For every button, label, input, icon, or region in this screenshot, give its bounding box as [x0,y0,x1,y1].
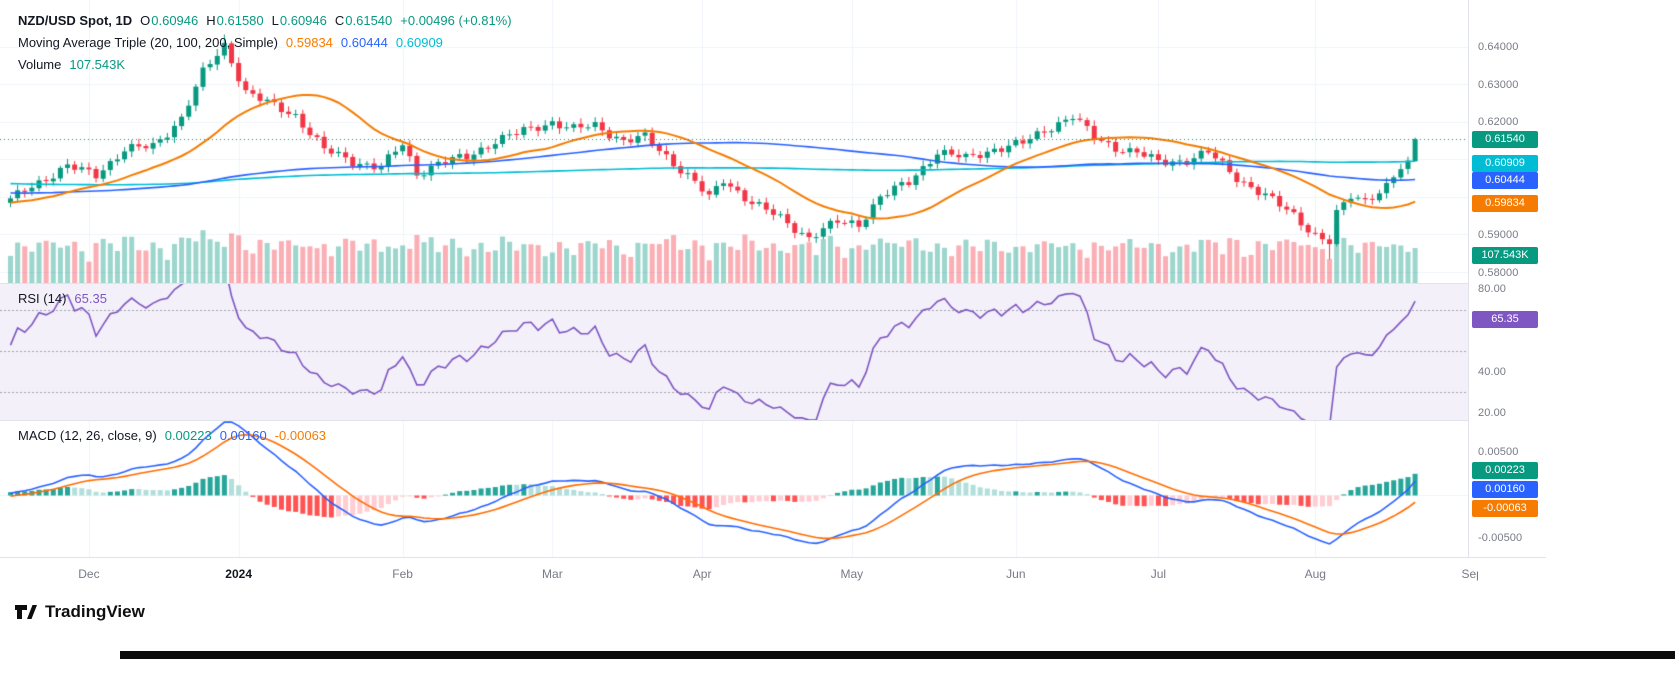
price-tick: 0.64000 [1478,41,1519,53]
time-axis-label: Jul [1150,567,1167,581]
rsi-value: 65.35 [74,291,107,306]
ohlc-open: O 0.60946 [140,13,199,28]
price-tick: 0.62000 [1478,116,1519,128]
macd-tick: 0.00500 [1478,446,1519,458]
volume-value: 107.543K [69,57,126,72]
macd-signal-badge: -0.00063 [1472,500,1538,517]
rsi-tick: 20.00 [1478,407,1507,419]
macd-line-badge: 0.00160 [1472,481,1538,498]
ma-legend[interactable]: Moving Average Triple (20, 100, 200, Sim… [18,35,443,50]
rsi-pane-canvas[interactable] [0,283,1468,420]
rsi-tick: 40.00 [1478,366,1507,378]
volume-title: Volume [18,57,62,72]
time-axis-label: Feb [392,567,413,581]
price-pane-canvas[interactable] [0,0,1468,283]
ma100-value: 0.60444 [340,35,388,50]
macd-tick: -0.00500 [1478,532,1523,544]
price-tick: 0.58000 [1478,267,1519,279]
ohlc-close: C 0.61540 [334,13,393,28]
tradingview-icon [15,605,37,619]
time-axis-label: Mar [542,567,563,581]
time-axis-label: Dec [78,567,100,581]
sma100-badge: 0.60444 [1472,172,1538,189]
tradingview-logo[interactable]: TradingView [14,600,145,624]
time-axis-separator [0,557,1546,558]
time-axis-label: May [840,567,864,581]
volume-badge: 107.543K [1472,247,1538,264]
time-axis-label: Jun [1006,567,1026,581]
macd-hist-badge: 0.00223 [1472,462,1538,479]
macd-line-value: 0.00160 [219,428,267,443]
time-axis[interactable]: Dec 2024 Feb Mar Apr May Jun Jul Aug Sep [0,557,1478,595]
pane-separator[interactable] [0,283,1546,284]
ohlc-high: H 0.61580 [206,13,264,28]
macd-hist-value: 0.00223 [164,428,212,443]
rsi-badge: 65.35 [1472,311,1538,328]
rsi-tick: 80.00 [1478,283,1507,295]
macd-legend[interactable]: MACD (12, 26, close, 9) 0.00223 0.00160 … [18,428,326,443]
tradingview-logo-text: TradingView [45,602,145,621]
sma200-badge: 0.60909 [1472,155,1538,172]
sma20-badge: 0.59834 [1472,195,1538,212]
ma20-value: 0.59834 [285,35,333,50]
macd-title: MACD (12, 26, close, 9) [18,428,157,443]
bottom-black-bar [120,651,1675,659]
time-axis-label: Sep [1461,567,1478,581]
macd-pane-canvas[interactable] [0,420,1468,557]
rsi-legend[interactable]: RSI (14) 65.35 [18,291,107,306]
ma-title: Moving Average Triple (20, 100, 200, Sim… [18,35,278,50]
time-axis-label: Apr [692,567,712,581]
price-change: +0.00496 (+0.81%) [400,13,512,28]
price-tick: 0.59000 [1478,229,1519,241]
last-price-badge: 0.61540 [1472,131,1538,148]
volume-legend[interactable]: Volume 107.543K [18,57,125,72]
ma200-value: 0.60909 [395,35,443,50]
time-axis-label: 2024 [225,567,253,581]
price-tick: 0.63000 [1478,79,1519,91]
symbol-legend[interactable]: NZD/USD Spot, 1D O 0.60946 H 0.61580 L 0.60… [18,13,512,28]
macd-signal-value: -0.00063 [274,428,327,443]
pane-separator[interactable] [0,420,1546,421]
ohlc-low: L 0.60946 [271,13,327,28]
rsi-title: RSI (14) [18,291,67,306]
price-scale[interactable]: 0.64000 0.63000 0.62000 0.59000 0.58000 … [1469,0,1546,557]
symbol-title: NZD/USD Spot, 1D [18,13,133,28]
price-scale-separator [1468,0,1469,557]
chart-area: NZD/USD Spot, 1D O 0.60946 H 0.61580 L 0.60… [0,0,1546,595]
time-axis-label: Aug [1304,567,1326,581]
